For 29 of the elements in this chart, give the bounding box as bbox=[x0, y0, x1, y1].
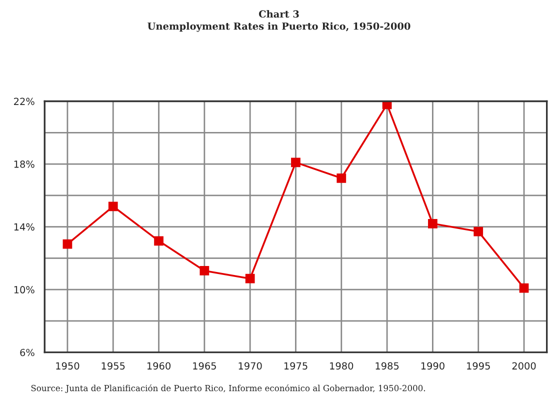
point bbox=[200, 266, 210, 276]
x-tick-label: 1950 bbox=[56, 362, 80, 370]
x-tick-label: 1955 bbox=[102, 362, 125, 370]
point bbox=[428, 218, 438, 228]
x-tick-label: 1975 bbox=[284, 362, 308, 370]
point bbox=[154, 236, 164, 246]
y-tick-label: 6% bbox=[20, 348, 34, 356]
x-tick-label: 1965 bbox=[193, 362, 216, 370]
y-tick-label: 22% bbox=[14, 98, 34, 106]
point bbox=[519, 283, 529, 293]
point bbox=[108, 202, 118, 212]
x-tick-label: 2000 bbox=[512, 362, 536, 370]
chart-title: Chart 3 bbox=[258, 10, 299, 18]
y-tick-label: 10% bbox=[14, 286, 34, 294]
y-tick-label: 18% bbox=[14, 160, 34, 168]
source-note: Source: Junta de Planificación de Puerto Rico, Informe económico al Gobernador, 1950-2000. bbox=[31, 384, 426, 393]
point bbox=[245, 274, 255, 284]
point bbox=[336, 173, 346, 183]
x-tick-label: 1990 bbox=[421, 362, 444, 370]
x-tick-label: 1980 bbox=[330, 362, 354, 370]
x-tick-label: 1985 bbox=[376, 362, 399, 370]
point bbox=[291, 158, 300, 168]
point bbox=[62, 239, 72, 249]
x-tick-label: 1960 bbox=[147, 362, 170, 370]
x-tick-label: 1995 bbox=[467, 362, 490, 370]
point bbox=[474, 226, 484, 236]
x-tick-label: 1970 bbox=[238, 362, 262, 370]
chart-subtitle: Unemployment Rates in Puerto Rico, 1950-2000 bbox=[148, 22, 410, 32]
y-tick-label: 14% bbox=[14, 223, 34, 231]
